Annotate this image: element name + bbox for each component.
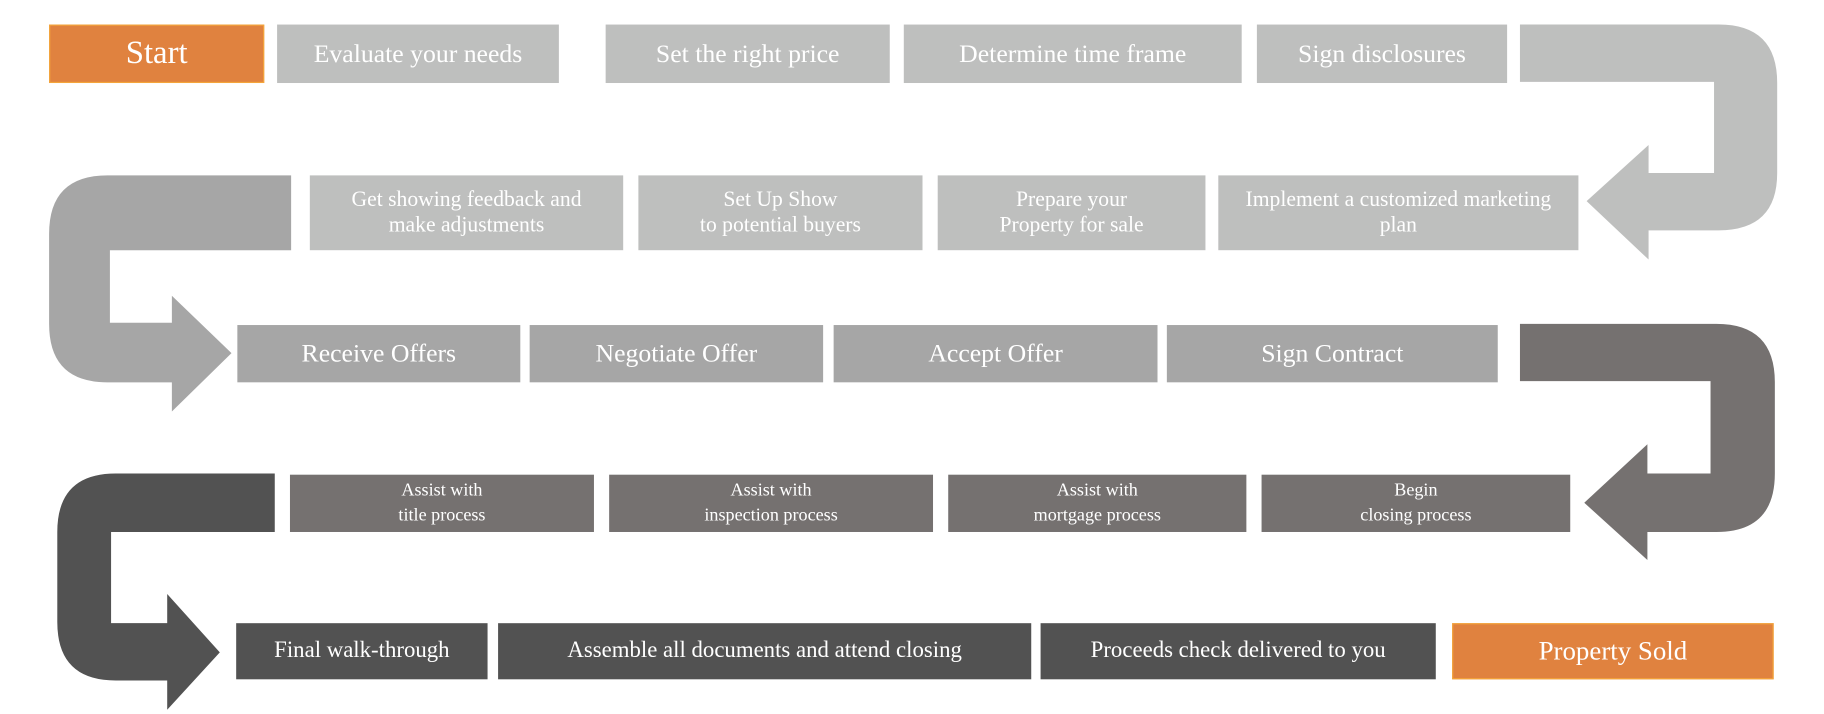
step-line: make adjustments — [388, 213, 545, 238]
step-line: Implement a customized marketing — [1245, 188, 1552, 212]
step-line: Set Up Show — [723, 188, 838, 212]
step-line: Prepare your — [1015, 188, 1128, 212]
u-turn-arrow-2 — [49, 175, 292, 412]
step-line: Property for sale — [999, 213, 1144, 238]
step-line: plan — [1379, 213, 1417, 238]
step-time-frame: Determine time frame — [903, 24, 1242, 84]
start-step: Start — [49, 24, 265, 84]
step-sign-disclosures: Sign disclosures — [1256, 24, 1508, 84]
step-accept-offer: Accept Offer — [833, 325, 1158, 383]
step-line: to potential buyers — [699, 213, 861, 238]
step-mortgage-process: Assist with mortgage process — [948, 474, 1247, 532]
step-evaluate-needs: Evaluate your needs — [277, 24, 559, 84]
step-final-walkthrough: Final walk-through — [236, 623, 488, 680]
u-turn-arrow-1 — [1519, 24, 1778, 260]
step-inspection-process: Assist with inspection process — [609, 474, 934, 532]
step-closing-process: Begin closing process — [1261, 474, 1571, 532]
u-turn-arrow-3 — [1519, 323, 1775, 561]
step-line: inspection process — [704, 504, 838, 525]
u-turn-arrow-4 — [57, 473, 275, 710]
step-showing-feedback: Get showing feedback and make adjustments — [309, 175, 624, 251]
step-line: title process — [398, 504, 486, 525]
step-line: closing process — [1360, 504, 1472, 525]
step-marketing-plan: Implement a customized marketing plan — [1218, 175, 1579, 251]
step-prepare-property: Prepare your Property for sale — [937, 175, 1206, 251]
step-line: Assist with — [730, 480, 812, 500]
step-proceeds-check: Proceeds check delivered to you — [1040, 623, 1436, 680]
step-line: Get showing feedback and — [351, 188, 582, 212]
step-line: mortgage process — [1033, 504, 1161, 525]
step-receive-offers: Receive Offers — [237, 325, 521, 383]
step-line: Begin — [1394, 480, 1438, 500]
step-set-up-show: Set Up Show to potential buyers — [638, 175, 923, 251]
step-title-process: Assist with title process — [289, 474, 594, 532]
end-step-property-sold: Property Sold — [1452, 623, 1774, 680]
step-line: Assist with — [1056, 480, 1138, 500]
step-sign-contract: Sign Contract — [1166, 325, 1498, 383]
step-attend-closing: Assemble all documents and attend closin… — [498, 623, 1032, 680]
step-line: Assist with — [401, 480, 483, 500]
step-set-price: Set the right price — [605, 24, 890, 84]
step-negotiate-offer: Negotiate Offer — [529, 325, 824, 383]
